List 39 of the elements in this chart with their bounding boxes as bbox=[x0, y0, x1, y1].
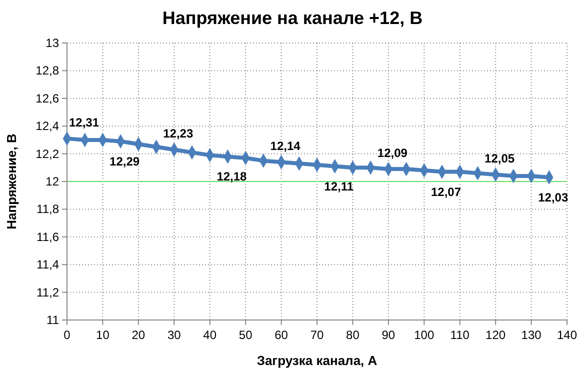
y-tick-label: 12,2 bbox=[36, 146, 60, 161]
x-tick-label: 40 bbox=[203, 328, 217, 342]
data-label: 12,09 bbox=[377, 146, 408, 160]
x-tick-label: 80 bbox=[346, 328, 360, 342]
data-label: 12,05 bbox=[484, 152, 515, 166]
data-label: 12,29 bbox=[110, 154, 140, 168]
y-tick-label: 12 bbox=[46, 174, 60, 188]
y-tick-label: 11 bbox=[46, 313, 60, 327]
data-label: 12,18 bbox=[216, 170, 248, 184]
x-tick-label: 140 bbox=[556, 328, 578, 342]
data-label: 12,11 bbox=[324, 179, 354, 194]
x-tick-label: 50 bbox=[238, 328, 253, 342]
x-tick-label: 120 bbox=[486, 328, 506, 342]
data-label: 12,31 bbox=[69, 116, 100, 130]
x-tick-label: 10 bbox=[96, 328, 110, 342]
data-label: 12,23 bbox=[163, 126, 194, 141]
x-tick-label: 110 bbox=[450, 328, 470, 342]
y-tick-label: 12,8 bbox=[36, 64, 60, 78]
x-tick-label: 30 bbox=[167, 328, 182, 342]
y-axis-title: Напряжение, В bbox=[4, 134, 19, 230]
x-axis-title: Загрузка канала, А bbox=[256, 353, 378, 368]
x-tick-label: 100 bbox=[414, 328, 434, 342]
y-tick-label: 11,6 bbox=[36, 230, 60, 244]
x-tick-label: 60 bbox=[274, 328, 288, 342]
y-tick-label: 11,2 bbox=[36, 285, 60, 300]
x-tick-label: 90 bbox=[382, 328, 396, 342]
x-tick-label: 0 bbox=[64, 328, 71, 342]
y-tick-label: 11,8 bbox=[36, 202, 60, 216]
y-tick-label: 12,6 bbox=[36, 91, 60, 106]
data-label: 12,07 bbox=[430, 184, 462, 199]
y-tick-label: 12,4 bbox=[36, 119, 60, 134]
y-tick-label: 11,4 bbox=[36, 258, 60, 272]
x-tick-label: 130 bbox=[521, 328, 542, 342]
data-label: 12,14 bbox=[270, 139, 301, 154]
data-label: 12,03 bbox=[538, 190, 568, 204]
chart-title: Напряжение на канале +12, В bbox=[162, 8, 423, 28]
x-tick-label: 20 bbox=[132, 328, 146, 342]
x-tick-label: 70 bbox=[310, 328, 324, 342]
y-tick-label: 13 bbox=[46, 36, 60, 50]
